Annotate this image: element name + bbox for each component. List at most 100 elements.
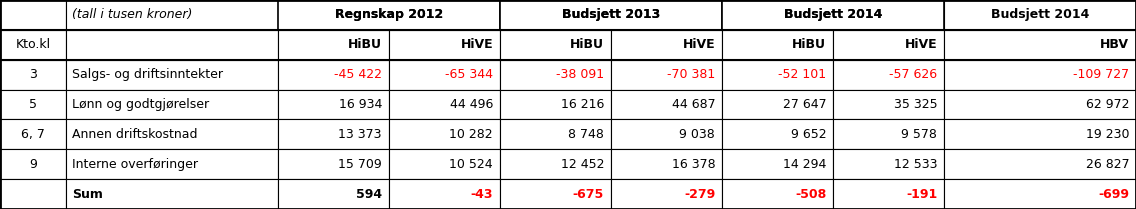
Bar (389, 90, 500, 119)
Bar (611, 0, 722, 30)
Text: 26 827: 26 827 (1086, 158, 1129, 171)
Text: 16 378: 16 378 (671, 158, 716, 171)
Bar (0, 179, 66, 209)
Bar (277, 179, 389, 209)
Bar (611, 30, 722, 60)
Text: 27 647: 27 647 (783, 98, 826, 111)
Text: 9 652: 9 652 (791, 128, 826, 141)
Bar (833, 30, 944, 60)
Text: -45 422: -45 422 (334, 68, 382, 81)
Text: Kto.kl: Kto.kl (15, 38, 50, 51)
Text: Lønn og godtgjørelser: Lønn og godtgjørelser (73, 98, 209, 111)
Bar (66, 60, 277, 90)
Bar (611, 119, 722, 149)
Bar (389, 149, 500, 179)
Bar (66, 179, 277, 209)
Bar (277, 0, 389, 30)
Text: -57 626: -57 626 (889, 68, 937, 81)
Bar (833, 149, 944, 179)
Bar (500, 119, 611, 149)
Bar (944, 0, 1136, 30)
Bar (277, 0, 500, 30)
Bar (389, 179, 500, 209)
Text: -699: -699 (1099, 187, 1129, 201)
Text: 9 578: 9 578 (902, 128, 937, 141)
Bar (0, 60, 66, 90)
Text: Regnskap 2012: Regnskap 2012 (335, 8, 443, 22)
Text: 9: 9 (28, 158, 36, 171)
Text: Interne overføringer: Interne overføringer (73, 158, 199, 171)
Bar (500, 179, 611, 209)
Text: 5: 5 (28, 98, 36, 111)
Bar (722, 60, 833, 90)
Bar (944, 30, 1136, 60)
Text: -279: -279 (684, 187, 716, 201)
Text: 8 748: 8 748 (568, 128, 604, 141)
Text: Budsjett 2013: Budsjett 2013 (562, 8, 660, 22)
Bar (944, 149, 1136, 179)
Text: 62 972: 62 972 (1086, 98, 1129, 111)
Bar (611, 179, 722, 209)
Bar (833, 179, 944, 209)
Bar (277, 30, 389, 60)
Bar (389, 0, 500, 30)
Text: 44 687: 44 687 (671, 98, 716, 111)
Text: Annen driftskostnad: Annen driftskostnad (73, 128, 198, 141)
Bar (0, 119, 66, 149)
Bar (0, 90, 66, 119)
Text: Sum: Sum (73, 187, 103, 201)
Text: 10 282: 10 282 (450, 128, 493, 141)
Text: -675: -675 (573, 187, 604, 201)
Bar (722, 90, 833, 119)
Bar (722, 149, 833, 179)
Text: 16 934: 16 934 (339, 98, 382, 111)
Text: -70 381: -70 381 (667, 68, 716, 81)
Bar (833, 119, 944, 149)
Text: -52 101: -52 101 (778, 68, 826, 81)
Bar (833, 90, 944, 119)
Bar (722, 0, 944, 30)
Bar (500, 30, 611, 60)
Bar (66, 0, 277, 30)
Bar (0, 30, 66, 60)
Bar (66, 149, 277, 179)
Text: 15 709: 15 709 (339, 158, 382, 171)
Bar (722, 119, 833, 149)
Bar (944, 60, 1136, 90)
Bar (944, 179, 1136, 209)
Text: -38 091: -38 091 (556, 68, 604, 81)
Text: HiBU: HiBU (348, 38, 382, 51)
Bar (277, 90, 389, 119)
Text: 35 325: 35 325 (894, 98, 937, 111)
Bar (277, 149, 389, 179)
Text: HiVE: HiVE (460, 38, 493, 51)
Bar (722, 0, 833, 30)
Bar (389, 119, 500, 149)
Text: Budsjett 2013: Budsjett 2013 (562, 8, 660, 22)
Bar (500, 90, 611, 119)
Bar (500, 60, 611, 90)
Bar (389, 30, 500, 60)
Text: 12 533: 12 533 (894, 158, 937, 171)
Text: HiBU: HiBU (792, 38, 826, 51)
Text: Budsjett 2014: Budsjett 2014 (784, 8, 883, 22)
Bar (0, 0, 66, 30)
Bar (0, 149, 66, 179)
Text: (tall i tusen kroner): (tall i tusen kroner) (73, 8, 193, 22)
Text: Budsjett 2014: Budsjett 2014 (991, 8, 1089, 22)
Text: 10 524: 10 524 (450, 158, 493, 171)
Bar (389, 60, 500, 90)
Bar (833, 0, 944, 30)
Text: -65 344: -65 344 (445, 68, 493, 81)
Bar (66, 119, 277, 149)
Text: 3: 3 (28, 68, 36, 81)
Bar (722, 30, 833, 60)
Bar (500, 149, 611, 179)
Text: -43: -43 (470, 187, 493, 201)
Bar (277, 119, 389, 149)
Text: HiBU: HiBU (570, 38, 604, 51)
Text: 19 230: 19 230 (1086, 128, 1129, 141)
Text: HiVE: HiVE (683, 38, 716, 51)
Text: 9 038: 9 038 (679, 128, 716, 141)
Text: HBV: HBV (1100, 38, 1129, 51)
